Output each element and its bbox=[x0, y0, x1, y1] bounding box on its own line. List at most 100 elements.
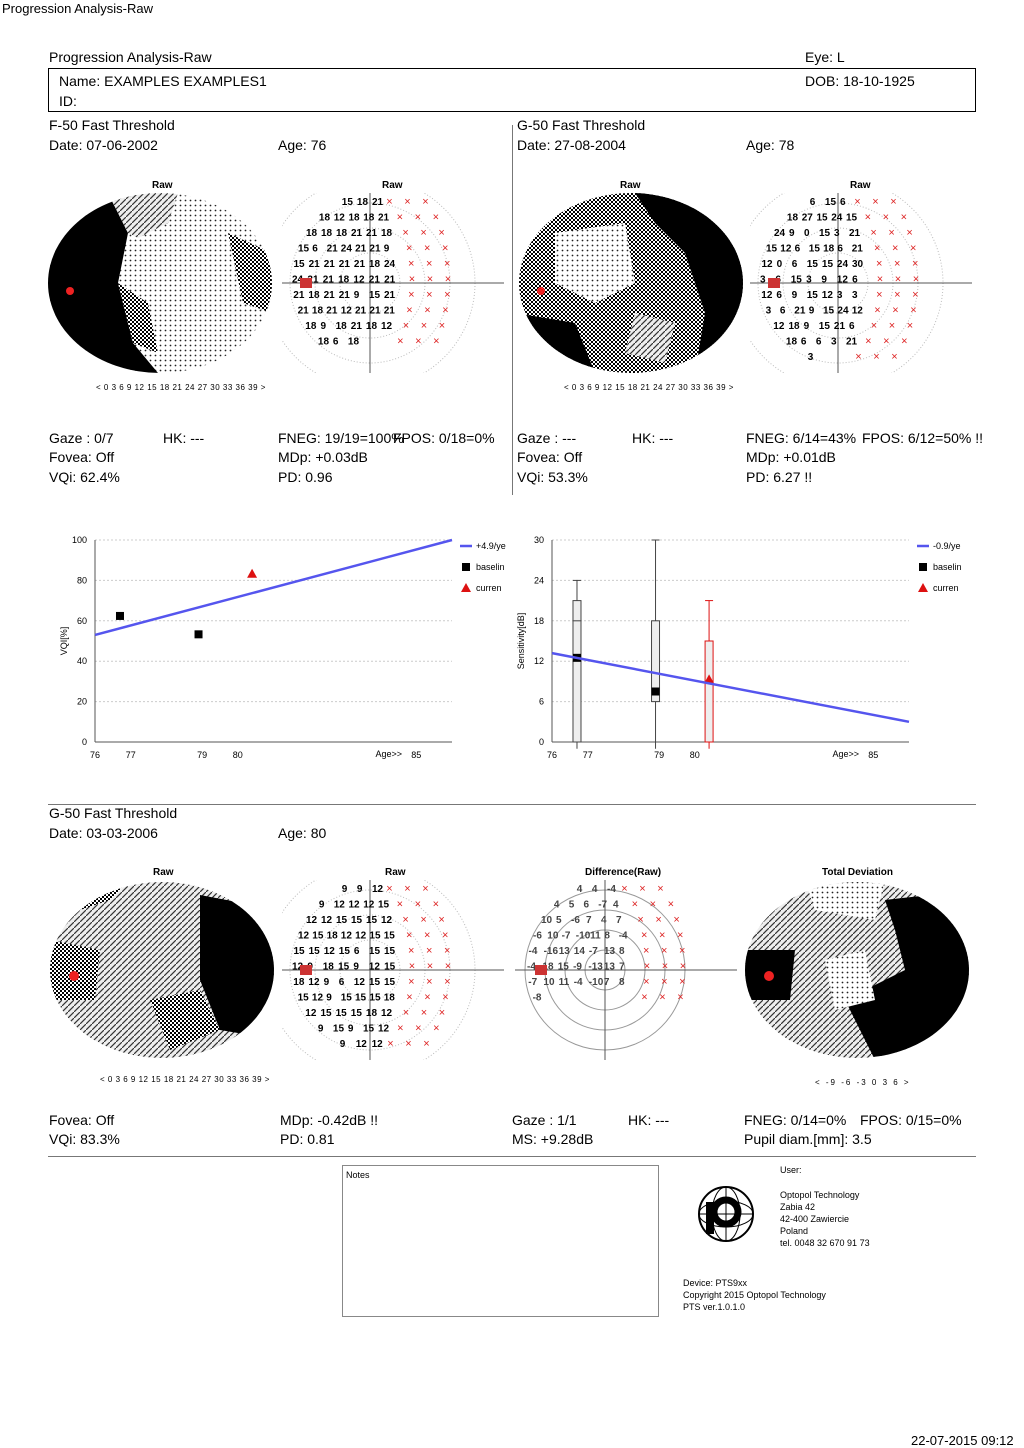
field-miss-marker: × bbox=[426, 976, 432, 988]
exam3-hk: HK: --- bbox=[628, 1112, 670, 1128]
field-value: 15 bbox=[817, 213, 829, 224]
field-value: 14 bbox=[574, 946, 586, 957]
field-value: -9 bbox=[573, 962, 582, 973]
field-value: 9 bbox=[809, 306, 815, 317]
x-tick-label: 79 bbox=[197, 750, 207, 760]
field-value: 13 bbox=[604, 962, 616, 973]
field-miss-marker: × bbox=[639, 883, 645, 895]
field-value: 12 bbox=[349, 900, 361, 911]
field-value: 18 bbox=[306, 228, 318, 239]
field-value: 15 bbox=[351, 1008, 363, 1019]
patient-name: Name: EXAMPLES EXAMPLES1 bbox=[59, 73, 267, 89]
field-value: 4 bbox=[554, 900, 560, 911]
y-tick-label: 30 bbox=[534, 535, 544, 545]
exam1-gaze: Gaze : 0/7 bbox=[49, 430, 114, 446]
field-value: 21 bbox=[324, 259, 336, 270]
field-miss-marker: × bbox=[397, 336, 403, 348]
y-axis-label: Sensitivity[dB] bbox=[516, 613, 526, 670]
field-miss-marker: × bbox=[439, 1007, 445, 1019]
legend-swatch bbox=[462, 563, 470, 571]
field-value: 6 bbox=[312, 244, 318, 255]
exam1-age: Age: 76 bbox=[278, 137, 327, 153]
field-miss-marker: × bbox=[415, 336, 421, 348]
field-value: 6 bbox=[849, 321, 855, 332]
field-miss-marker: × bbox=[442, 930, 448, 942]
box-body bbox=[572, 600, 582, 743]
field-value: 18 bbox=[336, 321, 348, 332]
field-miss-marker: × bbox=[445, 274, 451, 286]
exam1-hk: HK: --- bbox=[163, 430, 205, 446]
field-miss-marker: × bbox=[677, 992, 683, 1004]
field-miss-marker: × bbox=[643, 976, 649, 988]
field-miss-marker: × bbox=[423, 1038, 429, 1050]
field-miss-marker: × bbox=[397, 899, 403, 911]
field-value: 5 bbox=[569, 900, 575, 911]
field-miss-marker: × bbox=[883, 212, 889, 224]
field-value: 15 bbox=[384, 962, 396, 973]
field-miss-marker: × bbox=[424, 930, 430, 942]
exam2-vqi: VQi: 53.3% bbox=[517, 469, 588, 485]
field-value: 21 bbox=[351, 321, 363, 332]
field-miss-marker: × bbox=[865, 212, 871, 224]
field-value: 12 bbox=[341, 931, 353, 942]
field-miss-marker: × bbox=[408, 289, 414, 301]
field-value: 3 bbox=[808, 352, 814, 363]
notes-box[interactable] bbox=[342, 1165, 659, 1317]
field-miss-marker: × bbox=[421, 1007, 427, 1019]
field-value: 18 bbox=[318, 337, 330, 348]
field-miss-marker: × bbox=[402, 227, 408, 239]
company-line-2: Zabia 42 bbox=[780, 1202, 816, 1212]
field-value: 18 bbox=[338, 275, 350, 286]
field-value: 12 bbox=[308, 977, 320, 988]
field-value: -16 bbox=[544, 946, 559, 957]
box-body bbox=[704, 640, 714, 743]
field-miss-marker: × bbox=[408, 976, 414, 988]
field-value: 6 bbox=[792, 259, 798, 270]
field-miss-marker: × bbox=[855, 351, 861, 363]
field-value: 15 bbox=[312, 931, 324, 942]
field-miss-marker: × bbox=[424, 243, 430, 255]
exam3-vqi: VQi: 83.3% bbox=[49, 1131, 120, 1147]
field-miss-marker: × bbox=[901, 212, 907, 224]
field-miss-marker: × bbox=[444, 289, 450, 301]
field-miss-marker: × bbox=[408, 945, 414, 957]
field-value: 15 bbox=[351, 915, 363, 926]
field-value: 18 bbox=[369, 259, 381, 270]
field-miss-marker: × bbox=[438, 914, 444, 926]
field-miss-marker: × bbox=[421, 320, 427, 332]
field-miss-marker: × bbox=[680, 961, 686, 973]
field-value: 18 bbox=[349, 213, 361, 224]
field-value: 3 bbox=[837, 290, 843, 301]
field-miss-marker: × bbox=[912, 258, 918, 270]
field-miss-marker: × bbox=[890, 196, 896, 208]
field-value: 15 bbox=[321, 1008, 333, 1019]
field-value: 9 bbox=[353, 962, 359, 973]
exam1-strategy: F-50 Fast Threshold bbox=[49, 117, 175, 133]
footer-timestamp: 22-07-2015 09:12 bbox=[911, 1433, 1014, 1448]
field-value: -10 bbox=[589, 977, 604, 988]
field-value: 18 bbox=[319, 213, 331, 224]
field-value: 9 bbox=[792, 290, 798, 301]
field-value: 8 bbox=[619, 977, 625, 988]
field-miss-marker: × bbox=[404, 196, 410, 208]
y-tick-label: 40 bbox=[77, 656, 87, 666]
field-value: 9 bbox=[324, 977, 330, 988]
exam2-strategy: G-50 Fast Threshold bbox=[517, 117, 646, 133]
field-miss-marker: × bbox=[892, 305, 898, 317]
field-value: 21 bbox=[849, 228, 861, 239]
x-tick-label: 79 bbox=[654, 750, 664, 760]
field-value: 15 bbox=[369, 946, 381, 957]
company-line-5: tel. 0048 32 670 91 73 bbox=[780, 1238, 870, 1248]
field-value: 18 bbox=[384, 993, 396, 1004]
field-miss-marker: × bbox=[386, 196, 392, 208]
exam3-strategy: G-50 Fast Threshold bbox=[49, 805, 178, 821]
field-value: 6 bbox=[776, 290, 782, 301]
exam3-date: Date: 03-03-2006 bbox=[49, 825, 158, 841]
field-value: -6 bbox=[533, 931, 542, 942]
field-value: 12 bbox=[372, 884, 384, 895]
exam2-raw2-label: Raw bbox=[850, 180, 871, 191]
x-tick-label: 76 bbox=[547, 750, 557, 760]
exam2-grayscale-field bbox=[519, 193, 743, 373]
field-value: 18 bbox=[323, 962, 335, 973]
field-value: 0 bbox=[804, 228, 810, 239]
